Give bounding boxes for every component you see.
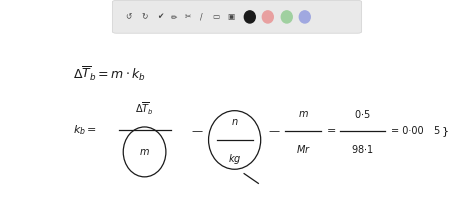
Text: ▭: ▭ <box>212 12 219 21</box>
Text: $n$: $n$ <box>231 117 238 127</box>
Ellipse shape <box>299 11 310 23</box>
Ellipse shape <box>262 11 273 23</box>
Text: $k_b =$: $k_b =$ <box>73 123 98 137</box>
Text: 5: 5 <box>433 126 439 136</box>
Text: —: — <box>268 126 280 136</box>
Text: ✏: ✏ <box>171 12 177 21</box>
Text: ↺: ↺ <box>126 12 132 21</box>
Ellipse shape <box>281 11 292 23</box>
Text: $\Delta \overline{T}_b = m \cdot k_b$: $\Delta \overline{T}_b = m \cdot k_b$ <box>73 65 146 83</box>
Text: /: / <box>200 12 203 21</box>
Text: $m$: $m$ <box>139 147 150 157</box>
Text: = 0·00: = 0·00 <box>391 126 424 136</box>
Text: $kg$: $kg$ <box>228 153 241 166</box>
Text: $Mr$: $Mr$ <box>296 143 311 155</box>
FancyBboxPatch shape <box>112 0 362 33</box>
Text: —: — <box>191 126 202 136</box>
Text: $98{\cdot}1$: $98{\cdot}1$ <box>351 143 374 155</box>
Text: $0{\cdot}5$: $0{\cdot}5$ <box>354 108 371 120</box>
Text: =: = <box>327 126 337 136</box>
Text: $\Delta \overline{T}_b$: $\Delta \overline{T}_b$ <box>135 100 154 117</box>
Text: $m$: $m$ <box>298 109 309 119</box>
Ellipse shape <box>244 11 255 23</box>
Text: ▣: ▣ <box>227 12 235 21</box>
Text: ✂: ✂ <box>184 12 191 21</box>
Text: }: } <box>442 126 449 136</box>
Text: ✔: ✔ <box>157 12 164 21</box>
Text: ↻: ↻ <box>141 12 148 21</box>
